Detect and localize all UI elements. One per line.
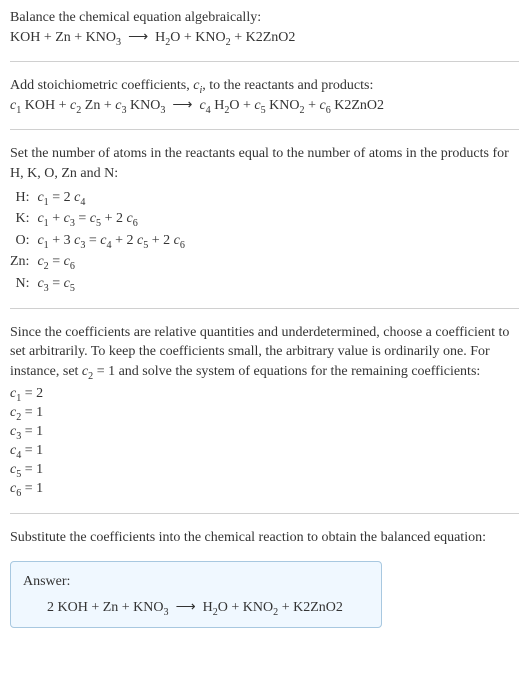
intro-section: Balance the chemical equation algebraica… [10, 8, 519, 47]
coefficient: c1 = 2 [10, 385, 519, 404]
atom-equation: c1 = 2 c4 [37, 188, 519, 208]
divider [10, 129, 519, 130]
stoich-equation: c1 KOH + c2 Zn + c3 KNO3 ⟶ c4 H2O + c5 K… [10, 96, 519, 116]
answer-equation: 2 KOH + Zn + KNO3 ⟶ H2O + KNO2 + K2ZnO2 [23, 598, 369, 618]
coefficient: c4 = 1 [10, 442, 519, 461]
coefficient: c3 = 1 [10, 423, 519, 442]
atom-label: H: [10, 188, 29, 208]
atoms-section: Set the number of atoms in the reactants… [10, 144, 519, 293]
coefficient: c2 = 1 [10, 404, 519, 423]
atoms-table: H: c1 = 2 c4 K: c1 + c3 = c5 + 2 c6 O: c… [10, 188, 519, 294]
intro-line1: Balance the chemical equation algebraica… [10, 8, 519, 28]
divider [10, 308, 519, 309]
choose-section: Since the coefficients are relative quan… [10, 323, 519, 499]
coefficient-list: c1 = 2 c2 = 1 c3 = 1 c4 = 1 c5 = 1 c6 = … [10, 385, 519, 498]
atom-equation: c2 = c6 [37, 252, 519, 272]
coefficient: c6 = 1 [10, 480, 519, 499]
stoich-text: Add stoichiometric coefficients, ci, to … [10, 76, 519, 96]
answer-label: Answer: [23, 572, 369, 592]
stoich-section: Add stoichiometric coefficients, ci, to … [10, 76, 519, 115]
atom-label: N: [10, 274, 29, 294]
coefficient: c5 = 1 [10, 461, 519, 480]
divider [10, 513, 519, 514]
atoms-intro: Set the number of atoms in the reactants… [10, 144, 519, 183]
atom-label: Zn: [10, 252, 29, 272]
intro-equation: KOH + Zn + KNO3 ⟶ H2O + KNO2 + K2ZnO2 [10, 28, 519, 48]
atom-label: O: [10, 231, 29, 251]
choose-text: Since the coefficients are relative quan… [10, 323, 519, 382]
atom-label: K: [10, 209, 29, 229]
substitute-section: Substitute the coefficients into the che… [10, 528, 519, 548]
atom-equation: c3 = c5 [37, 274, 519, 294]
answer-box: Answer: 2 KOH + Zn + KNO3 ⟶ H2O + KNO2 +… [10, 561, 382, 628]
divider [10, 61, 519, 62]
atom-equation: c1 + 3 c3 = c4 + 2 c5 + 2 c6 [37, 231, 519, 251]
substitute-text: Substitute the coefficients into the che… [10, 528, 519, 548]
atom-equation: c1 + c3 = c5 + 2 c6 [37, 209, 519, 229]
